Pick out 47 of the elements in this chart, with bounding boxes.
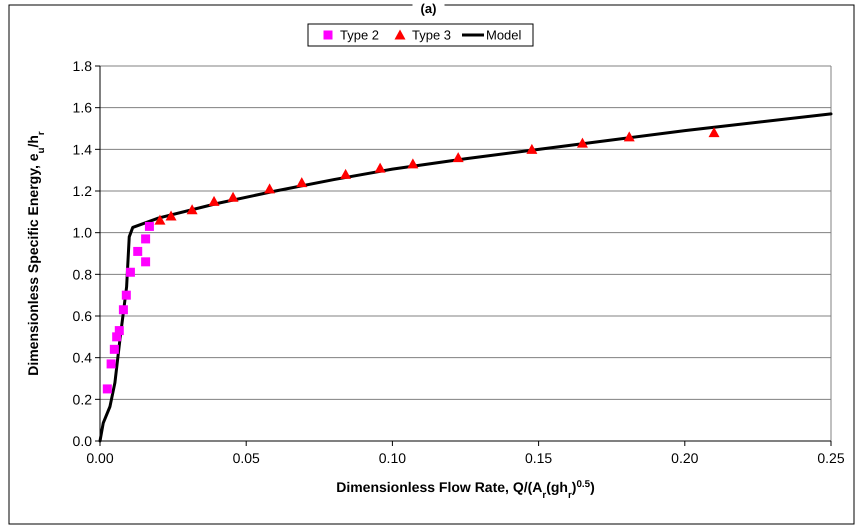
chart-title: (a) [420, 0, 436, 16]
point [118, 305, 128, 314]
x-tick-label: 0.15 [524, 450, 552, 466]
x-tick-label: 0.10 [378, 450, 406, 466]
point [122, 290, 131, 300]
point [452, 152, 464, 162]
x-axis-title: Dimensionless Flow Rate, Q/(A$_{r}$(gh$_{r}$)$^{0.5}$) [336, 478, 595, 500]
point [374, 162, 386, 173]
legend-label: Type 2 [340, 28, 380, 42]
point [166, 210, 177, 220]
point [264, 183, 276, 194]
point [296, 177, 308, 188]
point [526, 144, 538, 154]
point [106, 359, 116, 368]
point [141, 234, 150, 244]
y-tick-label: 0.0 [72, 433, 92, 449]
y-tick-label: 1.4 [72, 141, 92, 158]
point [624, 131, 635, 142]
y-tick-label: 1.2 [72, 183, 92, 199]
point [708, 127, 720, 138]
x-tick-label: 0.20 [671, 450, 699, 466]
point [208, 196, 220, 206]
y-tick-label: 1.6 [72, 100, 92, 116]
y-tick-label: 0.8 [72, 266, 92, 282]
point [133, 246, 142, 256]
y-tick-label: 0.4 [72, 350, 92, 366]
y-tick-label: 0.2 [72, 391, 92, 408]
point [114, 326, 124, 336]
legend-label: Model [486, 28, 522, 42]
point [110, 344, 119, 354]
point [102, 384, 112, 394]
point [228, 192, 239, 202]
legend-label: Type 3 [412, 28, 452, 42]
point [407, 158, 418, 168]
y-tick-label: 1.8 [72, 58, 92, 74]
point [126, 268, 135, 277]
point [340, 168, 352, 179]
point [186, 204, 198, 214]
point [144, 222, 154, 231]
y-tick-label: 1.0 [72, 224, 92, 241]
y-tick-label: 0.6 [72, 308, 92, 324]
x-tick-label: 0.25 [817, 450, 845, 466]
point [154, 214, 166, 225]
point [141, 257, 150, 266]
x-tick-label: 0.05 [232, 450, 260, 466]
point [576, 138, 588, 148]
x-tick-label: 0.00 [86, 450, 114, 466]
